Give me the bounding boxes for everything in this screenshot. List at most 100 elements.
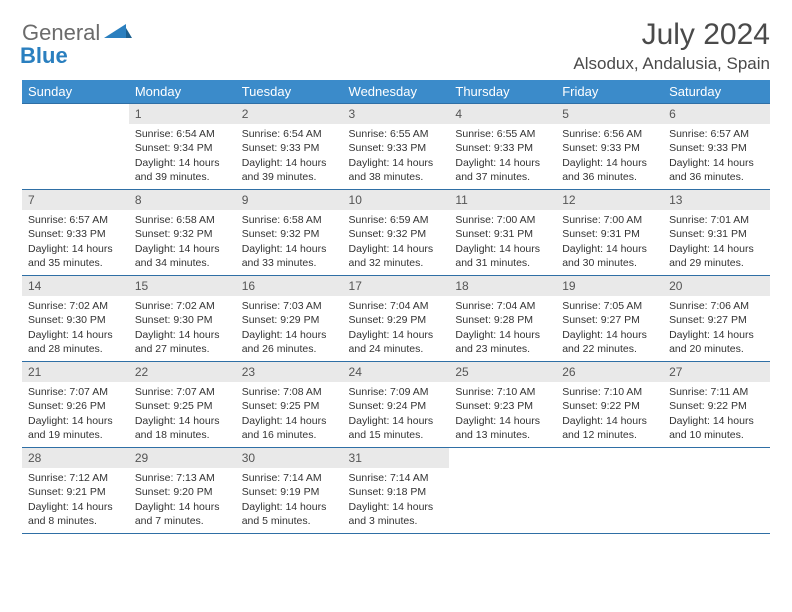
calendar-day-cell: 20Sunrise: 7:06 AMSunset: 9:27 PMDayligh… [663,276,770,362]
col-header: Saturday [663,80,770,104]
day-details: Sunrise: 6:58 AMSunset: 9:32 PMDaylight:… [129,210,236,274]
day-details: Sunrise: 7:12 AMSunset: 9:21 PMDaylight:… [22,468,129,532]
calendar-table: Sunday Monday Tuesday Wednesday Thursday… [22,80,770,534]
day-number: 22 [129,362,236,382]
day-number: 30 [236,448,343,468]
calendar-day-cell: 26Sunrise: 7:10 AMSunset: 9:22 PMDayligh… [556,362,663,448]
day-number: 8 [129,190,236,210]
calendar-day-cell [556,448,663,534]
day-details: Sunrise: 6:54 AMSunset: 9:34 PMDaylight:… [129,124,236,188]
day-details: Sunrise: 7:10 AMSunset: 9:22 PMDaylight:… [556,382,663,446]
day-number: 31 [343,448,450,468]
day-number: 24 [343,362,450,382]
logo-text-general: General [22,20,100,45]
day-details: Sunrise: 7:02 AMSunset: 9:30 PMDaylight:… [129,296,236,360]
day-details: Sunrise: 6:55 AMSunset: 9:33 PMDaylight:… [343,124,450,188]
day-details: Sunrise: 7:07 AMSunset: 9:25 PMDaylight:… [129,382,236,446]
calendar-day-cell: 3Sunrise: 6:55 AMSunset: 9:33 PMDaylight… [343,104,450,190]
calendar-week-row: 14Sunrise: 7:02 AMSunset: 9:30 PMDayligh… [22,276,770,362]
calendar-day-cell: 5Sunrise: 6:56 AMSunset: 9:33 PMDaylight… [556,104,663,190]
calendar-day-cell [22,104,129,190]
calendar-day-cell: 18Sunrise: 7:04 AMSunset: 9:28 PMDayligh… [449,276,556,362]
day-number: 2 [236,104,343,124]
day-details: Sunrise: 7:07 AMSunset: 9:26 PMDaylight:… [22,382,129,446]
calendar-week-row: 21Sunrise: 7:07 AMSunset: 9:26 PMDayligh… [22,362,770,448]
col-header: Sunday [22,80,129,104]
calendar-day-cell: 21Sunrise: 7:07 AMSunset: 9:26 PMDayligh… [22,362,129,448]
day-details: Sunrise: 7:01 AMSunset: 9:31 PMDaylight:… [663,210,770,274]
calendar-day-cell: 6Sunrise: 6:57 AMSunset: 9:33 PMDaylight… [663,104,770,190]
day-number: 25 [449,362,556,382]
day-number: 16 [236,276,343,296]
day-number: 28 [22,448,129,468]
day-details: Sunrise: 6:57 AMSunset: 9:33 PMDaylight:… [22,210,129,274]
day-number: 12 [556,190,663,210]
title-block: July 2024 Alsodux, Andalusia, Spain [573,18,770,74]
calendar-day-cell: 11Sunrise: 7:00 AMSunset: 9:31 PMDayligh… [449,190,556,276]
calendar-week-row: 7Sunrise: 6:57 AMSunset: 9:33 PMDaylight… [22,190,770,276]
calendar-day-cell: 19Sunrise: 7:05 AMSunset: 9:27 PMDayligh… [556,276,663,362]
calendar-day-cell: 23Sunrise: 7:08 AMSunset: 9:25 PMDayligh… [236,362,343,448]
day-number: 14 [22,276,129,296]
day-details: Sunrise: 7:02 AMSunset: 9:30 PMDaylight:… [22,296,129,360]
day-details: Sunrise: 7:00 AMSunset: 9:31 PMDaylight:… [556,210,663,274]
day-details: Sunrise: 6:56 AMSunset: 9:33 PMDaylight:… [556,124,663,188]
calendar-day-cell: 4Sunrise: 6:55 AMSunset: 9:33 PMDaylight… [449,104,556,190]
calendar-day-cell: 29Sunrise: 7:13 AMSunset: 9:20 PMDayligh… [129,448,236,534]
calendar-day-cell [663,448,770,534]
day-details: Sunrise: 7:10 AMSunset: 9:23 PMDaylight:… [449,382,556,446]
day-details: Sunrise: 6:55 AMSunset: 9:33 PMDaylight:… [449,124,556,188]
day-number: 6 [663,104,770,124]
day-number: 13 [663,190,770,210]
calendar-day-cell: 8Sunrise: 6:58 AMSunset: 9:32 PMDaylight… [129,190,236,276]
day-number: 4 [449,104,556,124]
calendar-day-cell: 2Sunrise: 6:54 AMSunset: 9:33 PMDaylight… [236,104,343,190]
logo-triangle-icon [104,22,132,40]
calendar-header-row: Sunday Monday Tuesday Wednesday Thursday… [22,80,770,104]
day-number: 7 [22,190,129,210]
col-header: Thursday [449,80,556,104]
day-details: Sunrise: 7:05 AMSunset: 9:27 PMDaylight:… [556,296,663,360]
calendar-week-row: 28Sunrise: 7:12 AMSunset: 9:21 PMDayligh… [22,448,770,534]
day-details: Sunrise: 7:08 AMSunset: 9:25 PMDaylight:… [236,382,343,446]
calendar-day-cell: 10Sunrise: 6:59 AMSunset: 9:32 PMDayligh… [343,190,450,276]
day-number: 15 [129,276,236,296]
calendar-day-cell: 22Sunrise: 7:07 AMSunset: 9:25 PMDayligh… [129,362,236,448]
month-title: July 2024 [573,18,770,52]
day-details: Sunrise: 7:06 AMSunset: 9:27 PMDaylight:… [663,296,770,360]
calendar-day-cell: 12Sunrise: 7:00 AMSunset: 9:31 PMDayligh… [556,190,663,276]
calendar-day-cell: 27Sunrise: 7:11 AMSunset: 9:22 PMDayligh… [663,362,770,448]
location-label: Alsodux, Andalusia, Spain [573,54,770,74]
day-number: 20 [663,276,770,296]
calendar-week-row: 1Sunrise: 6:54 AMSunset: 9:34 PMDaylight… [22,104,770,190]
day-number: 19 [556,276,663,296]
calendar-day-cell: 30Sunrise: 7:14 AMSunset: 9:19 PMDayligh… [236,448,343,534]
day-number: 3 [343,104,450,124]
day-details: Sunrise: 7:04 AMSunset: 9:28 PMDaylight:… [449,296,556,360]
calendar-body: 1Sunrise: 6:54 AMSunset: 9:34 PMDaylight… [22,104,770,534]
day-details: Sunrise: 6:54 AMSunset: 9:33 PMDaylight:… [236,124,343,188]
day-number: 17 [343,276,450,296]
day-details: Sunrise: 7:13 AMSunset: 9:20 PMDaylight:… [129,468,236,532]
day-details: Sunrise: 7:14 AMSunset: 9:19 PMDaylight:… [236,468,343,532]
calendar-day-cell: 24Sunrise: 7:09 AMSunset: 9:24 PMDayligh… [343,362,450,448]
calendar-day-cell [449,448,556,534]
day-details: Sunrise: 7:03 AMSunset: 9:29 PMDaylight:… [236,296,343,360]
header-bar: General Blue July 2024 Alsodux, Andalusi… [22,18,770,74]
logo: General Blue [22,18,132,68]
calendar-day-cell: 9Sunrise: 6:58 AMSunset: 9:32 PMDaylight… [236,190,343,276]
day-number: 5 [556,104,663,124]
day-number: 23 [236,362,343,382]
day-number: 21 [22,362,129,382]
day-number: 10 [343,190,450,210]
calendar-day-cell: 14Sunrise: 7:02 AMSunset: 9:30 PMDayligh… [22,276,129,362]
col-header: Wednesday [343,80,450,104]
day-details: Sunrise: 7:14 AMSunset: 9:18 PMDaylight:… [343,468,450,532]
day-number: 9 [236,190,343,210]
day-number: 26 [556,362,663,382]
day-details: Sunrise: 7:00 AMSunset: 9:31 PMDaylight:… [449,210,556,274]
calendar-day-cell: 7Sunrise: 6:57 AMSunset: 9:33 PMDaylight… [22,190,129,276]
day-details: Sunrise: 7:04 AMSunset: 9:29 PMDaylight:… [343,296,450,360]
col-header: Tuesday [236,80,343,104]
calendar-day-cell: 13Sunrise: 7:01 AMSunset: 9:31 PMDayligh… [663,190,770,276]
